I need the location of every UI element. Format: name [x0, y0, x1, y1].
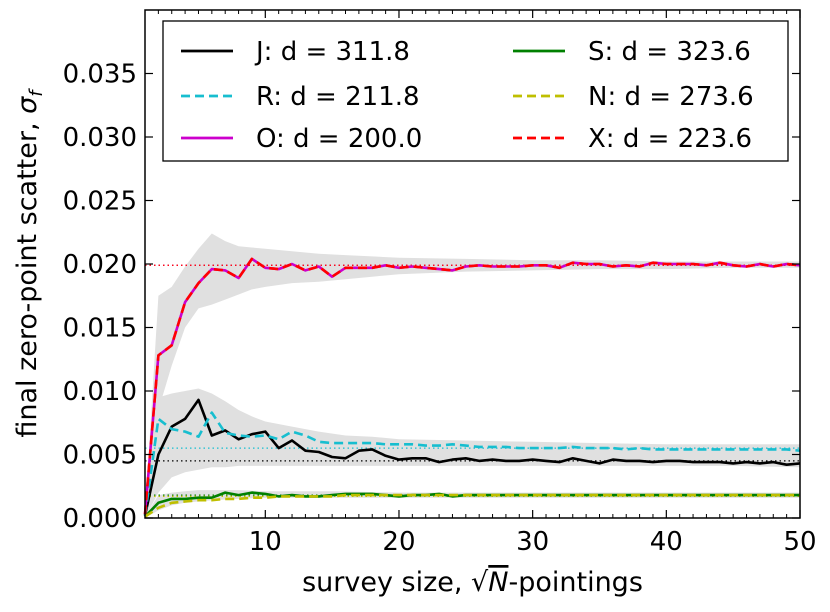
y-tick-label: 0.015	[63, 314, 137, 344]
y-tick-label: 0.000	[63, 504, 137, 534]
y-tick-label: 0.035	[63, 60, 137, 90]
legend-box	[162, 20, 789, 162]
y-tick-label: 0.020	[63, 250, 137, 280]
y-tick-label: 0.010	[63, 377, 137, 407]
x-tick-label: 50	[783, 527, 816, 557]
axis-ticks	[145, 10, 801, 519]
y-tick-label: 0.030	[63, 123, 137, 153]
legend-label-1: R: d = 211.8	[256, 82, 420, 112]
series-line-5	[143, 257, 801, 515]
x-tick-label: 20	[382, 527, 415, 557]
legend-label-5: X: d = 223.6	[588, 124, 752, 154]
series-line-4	[144, 493, 800, 518]
band-0	[145, 233, 800, 518]
tick-labels: 10 20 30 40 50 0.000 0.005 0.010 0.015 0.020 0.025…	[63, 60, 817, 558]
series-lines	[143, 257, 801, 518]
x-axis-label: survey size, √N-pointings	[302, 567, 643, 598]
band-1	[145, 388, 800, 518]
y-tick-label: 0.025	[63, 187, 137, 217]
legend-label-3: S: d = 323.6	[588, 37, 751, 67]
y-axis-label: final zero-point scatter, σf	[12, 88, 47, 438]
y-tick-label: 0.005	[63, 441, 137, 471]
legend-label-4: N: d = 273.6	[588, 82, 754, 112]
series-line-0	[143, 398, 801, 516]
x-tick-label: 30	[516, 527, 549, 557]
x-tick-label: 10	[249, 527, 282, 557]
series-line-1	[143, 411, 801, 516]
x-tick-label: 40	[650, 527, 683, 557]
legend: J: d = 311.8 R: d = 211.8 O: d = 200.0 S: d…	[162, 20, 789, 162]
legend-label-2: O: d = 200.0	[256, 124, 422, 154]
legend-label-0: J: d = 311.8	[254, 37, 410, 67]
